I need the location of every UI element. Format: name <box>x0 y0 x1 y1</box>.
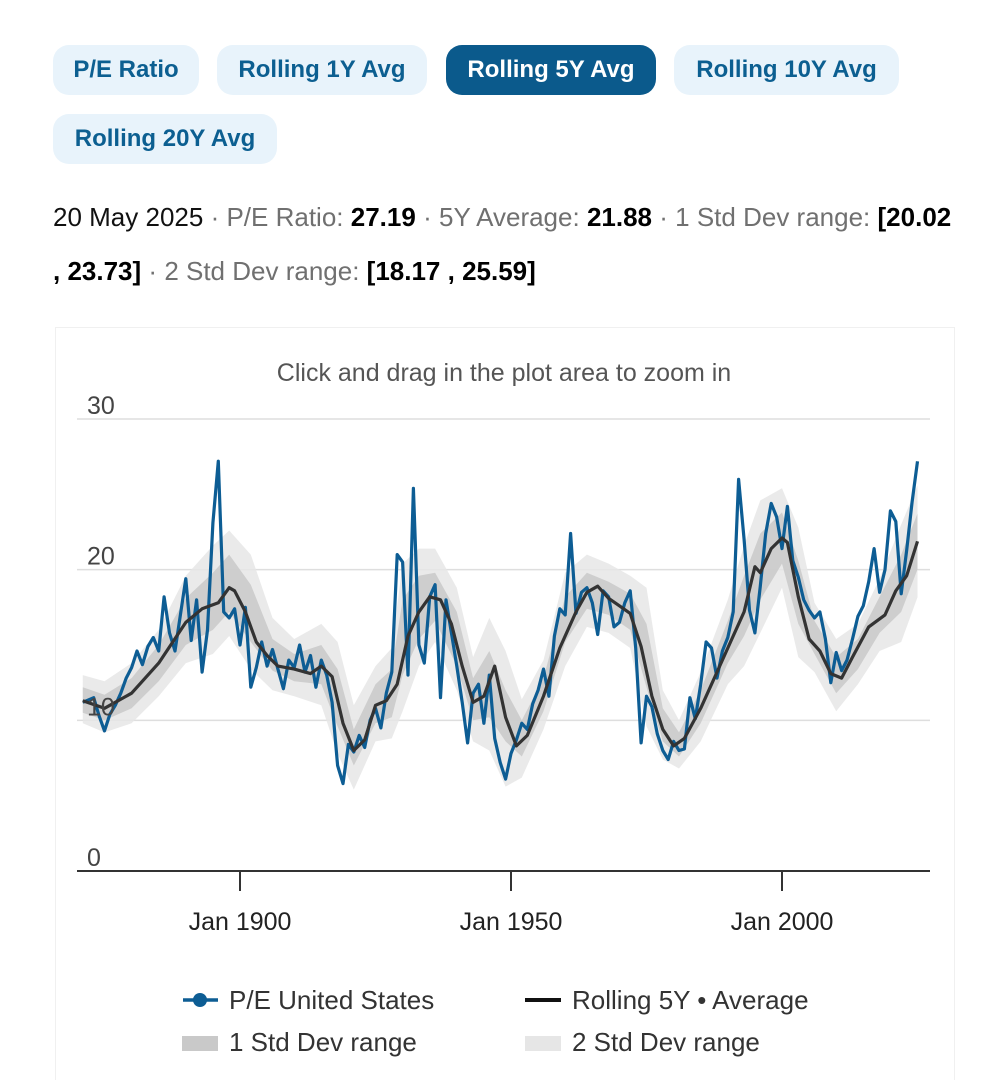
y-tick-label: 30 <box>87 392 115 420</box>
tab-rolling-20y-avg[interactable]: Rolling 20Y Avg <box>53 114 277 164</box>
avg-label: 5Y Average: <box>438 202 580 232</box>
pe-series-line <box>82 459 920 786</box>
legend-std1-label[interactable]: 1 Std Dev range <box>229 1027 417 1057</box>
avg-value: 21.88 <box>586 202 653 232</box>
tab-rolling-10y-avg[interactable]: Rolling 10Y Avg <box>674 45 899 95</box>
x-tick-label: Jan 1950 <box>460 908 563 936</box>
y-tick-label: 10 <box>87 693 115 721</box>
tab-rolling-5y-avg[interactable]: Rolling 5Y Avg <box>446 45 656 95</box>
separator: · <box>148 256 158 286</box>
summary-line: 20 May 2025 · P/E Ratio: 27.19 · 5Y Aver… <box>53 190 963 298</box>
tab-pe-ratio[interactable]: P/E Ratio <box>53 45 199 95</box>
summary-date: 20 May 2025 <box>53 202 204 232</box>
chart-subtitle: Click and drag in the plot area to zoom … <box>277 359 731 387</box>
legend-pe-label[interactable]: P/E United States <box>229 985 434 1015</box>
x-tick-label: Jan 2000 <box>731 908 834 936</box>
rolling-avg-series-line <box>82 536 920 753</box>
std2-band <box>82 485 918 790</box>
legend-std2-label[interactable]: 2 Std Dev range <box>572 1027 760 1057</box>
pe-label: P/E Ratio: <box>226 202 344 232</box>
y-tick-label: 20 <box>87 543 115 571</box>
separator: · <box>659 202 668 232</box>
std2-value: [18.17 , 25.59] <box>366 256 536 286</box>
legend-std2-swatch <box>525 1036 561 1051</box>
chart-card <box>55 327 955 1080</box>
std1-value: [20.02 , 23.73] <box>53 202 952 286</box>
tab-rolling-1y-avg[interactable]: Rolling 1Y Avg <box>217 45 427 95</box>
std2-label: 2 Std Dev range: <box>164 256 360 286</box>
legend-std1-swatch <box>182 1036 218 1051</box>
separator: · <box>423 202 432 232</box>
separator: · <box>210 202 220 232</box>
legend-avg-label[interactable]: Rolling 5Y • Average <box>572 985 809 1015</box>
y-tick-label: 0 <box>87 844 101 872</box>
x-tick-label: Jan 1900 <box>189 908 292 936</box>
std1-band <box>82 512 918 766</box>
pe-value: 27.19 <box>350 202 416 232</box>
legend-pe-marker <box>193 993 207 1007</box>
std1-label: 1 Std Dev range: <box>675 202 871 232</box>
